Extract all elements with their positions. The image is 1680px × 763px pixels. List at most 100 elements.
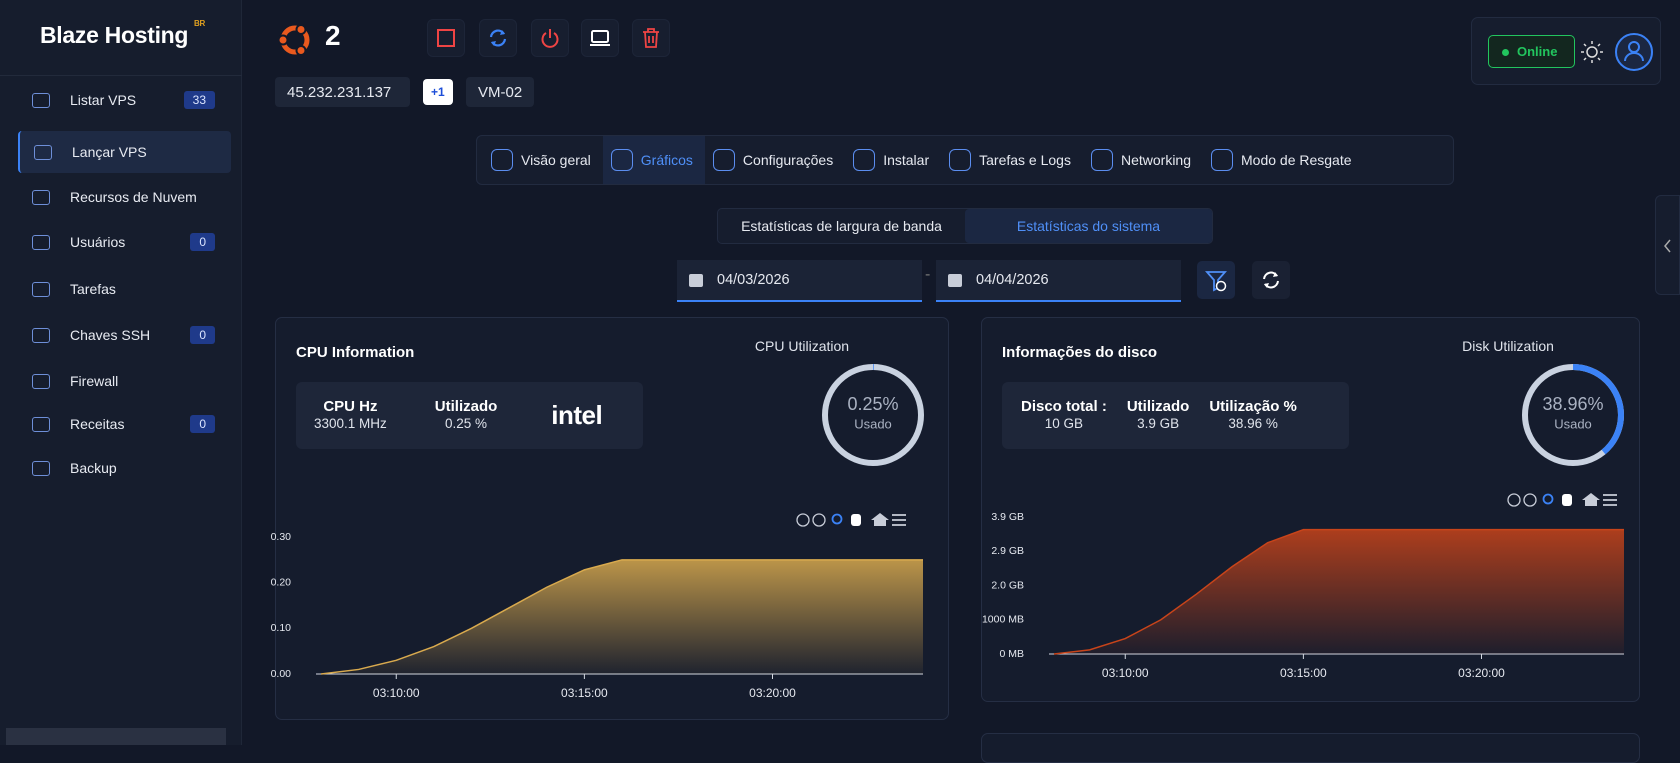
date-separator: - bbox=[925, 266, 931, 283]
chart-layer: 0.25% Usado 38.96% Usado 0.00 0.10 0.20 0.30 03:… bbox=[271, 364, 1624, 700]
tab-label: Instalar bbox=[883, 152, 930, 168]
status-badge: Online bbox=[1488, 35, 1575, 68]
logo-text: Blaze Hosting bbox=[40, 22, 189, 48]
delete-button[interactable] bbox=[632, 19, 670, 57]
divider bbox=[0, 75, 242, 76]
chart-toolbar bbox=[796, 513, 906, 527]
menu-label: Recursos de Nuvem bbox=[70, 189, 197, 205]
date-end[interactable]: 04/04/2026 bbox=[936, 260, 1181, 302]
menu-item[interactable]: Tarefas bbox=[18, 268, 231, 310]
y-tick-label: 2.9 GB bbox=[991, 545, 1024, 557]
menu bbox=[1603, 494, 1617, 506]
collapse-handle[interactable] bbox=[1655, 195, 1680, 295]
menu bbox=[892, 514, 906, 526]
menu-item[interactable]: Firewall bbox=[18, 360, 231, 402]
y-tick-label: 0.00 bbox=[271, 668, 292, 680]
donut-label: 38.96% bbox=[1542, 394, 1603, 414]
theme-toggle[interactable] bbox=[1580, 40, 1604, 64]
filter-button[interactable] bbox=[1197, 261, 1235, 299]
status-box: Online bbox=[1471, 17, 1661, 85]
power-button[interactable] bbox=[531, 19, 569, 57]
menu-item[interactable]: Chaves SSH 0 bbox=[18, 314, 231, 356]
stat-value: 10 GB bbox=[1044, 416, 1084, 431]
icon bbox=[489, 29, 507, 47]
donut-title: Disk Utilization bbox=[1462, 338, 1554, 354]
menu-label: Chaves SSH bbox=[70, 327, 151, 343]
icon bbox=[590, 30, 610, 46]
console-button[interactable] bbox=[581, 19, 619, 57]
menu-item[interactable]: Backup bbox=[18, 447, 231, 489]
donut-label: 0.25% bbox=[847, 394, 898, 414]
area-fill bbox=[1054, 529, 1624, 654]
donut-track bbox=[822, 364, 924, 466]
chart-toolbar bbox=[1507, 493, 1617, 507]
tab-icon bbox=[949, 149, 972, 171]
tab-bar: Visão geral Gráficos Configurações Instalar… bbox=[476, 135, 1454, 185]
ip-address: 45.232.231.137 bbox=[275, 77, 410, 107]
tab[interactable]: Gráficos bbox=[602, 136, 705, 184]
menu-icon bbox=[34, 144, 52, 160]
card-title: Informações do disco bbox=[1002, 344, 1158, 361]
menu-icon bbox=[32, 327, 50, 343]
stat-value: 3.9 GB bbox=[1137, 416, 1180, 431]
y-tick-label: 2.0 GB bbox=[991, 579, 1024, 591]
zoom-out bbox=[812, 513, 826, 527]
menu-icon bbox=[32, 281, 50, 297]
vm-name: VM-02 bbox=[466, 77, 535, 107]
tab-icon bbox=[610, 149, 633, 171]
stop-button[interactable] bbox=[427, 19, 465, 57]
logo[interactable]: Blaze Hosting BR bbox=[40, 19, 205, 49]
tab-label: Modo de Resgate bbox=[1241, 152, 1352, 168]
tab[interactable]: Networking bbox=[1083, 136, 1203, 184]
logo-badge: BR bbox=[194, 19, 205, 28]
disk-stats: Disco total :10 GB Utilizado 3.9 GB Utili… bbox=[1002, 382, 1349, 449]
tab[interactable]: Instalar bbox=[845, 136, 941, 184]
menu-label: Receitas bbox=[70, 416, 125, 432]
tab[interactable]: Tarefas e Logs bbox=[941, 136, 1083, 184]
tab-icon bbox=[712, 149, 735, 171]
tab-icon bbox=[491, 149, 513, 171]
menu-item[interactable]: Listar VPS 33 bbox=[18, 79, 231, 121]
sidebar: Blaze Hosting BR Listar VPS 33 Lançar VPS Re… bbox=[0, 0, 242, 745]
stat-label: Utilizado bbox=[434, 398, 498, 415]
dot bbox=[295, 45, 307, 56]
menu-item[interactable]: Lançar VPS bbox=[18, 131, 231, 173]
zoom-out bbox=[1523, 493, 1537, 507]
user-avatar[interactable] bbox=[1614, 32, 1654, 72]
subtab[interactable]: Estatísticas de largura de banda bbox=[741, 218, 942, 234]
area-fill bbox=[321, 559, 923, 674]
stat-value: 3300.1 MHz bbox=[314, 416, 387, 431]
donut-arc bbox=[822, 364, 924, 466]
menu-label: Lançar VPS bbox=[72, 144, 147, 160]
status-text: Online bbox=[1517, 44, 1558, 59]
subtab-active[interactable]: Estatísticas do sistema bbox=[965, 209, 1212, 243]
tab[interactable]: Modo de Resgate bbox=[1203, 136, 1364, 184]
date-start[interactable]: 04/03/2026 bbox=[677, 260, 922, 302]
tab[interactable]: Visão geral bbox=[483, 136, 603, 184]
extra-ips[interactable]: +1 bbox=[423, 79, 453, 105]
menu-icon bbox=[32, 92, 50, 108]
menu-item[interactable]: Receitas 0 bbox=[18, 403, 231, 445]
tab[interactable]: Configurações bbox=[705, 136, 845, 184]
menu-item[interactable]: Usuários 0 bbox=[18, 221, 231, 263]
tab-label: Visão geral bbox=[521, 152, 591, 168]
card-title: CPU Information bbox=[296, 344, 415, 361]
menu-badge: 0 bbox=[190, 326, 215, 344]
zoom-in bbox=[796, 513, 810, 527]
icon bbox=[541, 29, 559, 48]
zoom-in bbox=[1507, 493, 1521, 507]
stat-label: Utilizado bbox=[1126, 398, 1190, 415]
cpu-brand: intel bbox=[551, 400, 603, 430]
area-line bbox=[1053, 528, 1624, 655]
x-tick-label: 03:15:00 bbox=[1280, 666, 1327, 680]
icon bbox=[643, 28, 659, 48]
menu-item[interactable]: Recursos de Nuvem bbox=[18, 176, 231, 218]
zoom bbox=[831, 513, 843, 525]
menu-icon bbox=[32, 373, 50, 389]
menu-badge: 33 bbox=[183, 91, 215, 109]
restart-button[interactable] bbox=[479, 19, 517, 57]
icon bbox=[437, 29, 455, 47]
refresh-button[interactable] bbox=[1252, 261, 1290, 299]
stat-value: 38.96 % bbox=[1228, 416, 1278, 431]
donut-caption: Usado bbox=[1554, 416, 1592, 431]
